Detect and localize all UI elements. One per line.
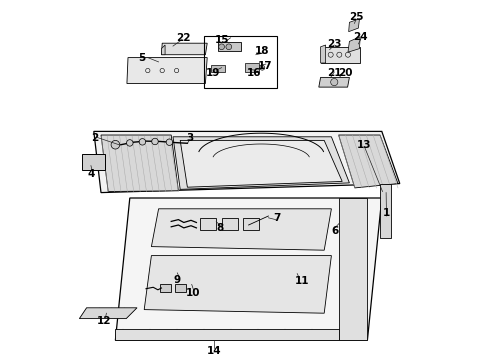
- Polygon shape: [180, 140, 342, 187]
- Text: 22: 22: [176, 33, 190, 43]
- Text: 3: 3: [187, 132, 194, 143]
- Polygon shape: [151, 209, 331, 250]
- Polygon shape: [320, 45, 326, 63]
- Text: 23: 23: [327, 39, 342, 49]
- Polygon shape: [319, 77, 349, 87]
- Bar: [221, 218, 238, 230]
- Polygon shape: [162, 45, 165, 55]
- Text: 8: 8: [216, 222, 223, 233]
- Text: 9: 9: [173, 275, 180, 285]
- Circle shape: [166, 139, 172, 145]
- Bar: [175, 284, 186, 292]
- Text: 15: 15: [214, 35, 229, 45]
- Polygon shape: [380, 184, 391, 238]
- Bar: [82, 154, 104, 170]
- Polygon shape: [79, 308, 137, 319]
- Text: 18: 18: [255, 46, 270, 56]
- Polygon shape: [144, 256, 331, 313]
- Text: 4: 4: [87, 168, 95, 179]
- Circle shape: [219, 44, 224, 50]
- Text: 25: 25: [348, 12, 363, 22]
- Text: 17: 17: [257, 60, 272, 71]
- Text: 21: 21: [327, 68, 342, 78]
- Text: 5: 5: [138, 53, 146, 63]
- Circle shape: [260, 65, 265, 70]
- Polygon shape: [218, 42, 242, 51]
- Circle shape: [111, 140, 120, 149]
- Bar: [243, 218, 259, 230]
- Circle shape: [139, 139, 146, 145]
- Text: 24: 24: [354, 32, 368, 42]
- Polygon shape: [116, 329, 339, 340]
- Polygon shape: [245, 63, 259, 72]
- Text: 12: 12: [97, 316, 111, 326]
- Polygon shape: [162, 43, 207, 55]
- Text: 14: 14: [207, 346, 221, 356]
- Polygon shape: [116, 198, 382, 340]
- Polygon shape: [173, 137, 349, 189]
- Polygon shape: [94, 131, 400, 193]
- Text: 16: 16: [247, 68, 261, 78]
- Text: 1: 1: [383, 208, 390, 218]
- Circle shape: [126, 140, 133, 146]
- Polygon shape: [348, 37, 360, 52]
- Polygon shape: [211, 65, 225, 72]
- Text: 10: 10: [186, 288, 200, 298]
- Polygon shape: [101, 135, 178, 192]
- Text: 13: 13: [357, 140, 372, 150]
- Text: 11: 11: [294, 276, 309, 286]
- Text: 19: 19: [206, 68, 220, 78]
- Circle shape: [152, 138, 158, 145]
- Bar: [160, 284, 171, 292]
- Polygon shape: [320, 47, 360, 63]
- Text: 20: 20: [338, 68, 352, 78]
- Circle shape: [226, 44, 232, 50]
- Polygon shape: [339, 135, 398, 188]
- Polygon shape: [339, 198, 368, 340]
- Bar: [204, 36, 277, 88]
- Polygon shape: [349, 19, 360, 32]
- Text: 6: 6: [331, 226, 339, 236]
- Text: 7: 7: [274, 213, 281, 223]
- Text: 2: 2: [91, 132, 98, 143]
- Circle shape: [331, 78, 338, 86]
- Bar: [200, 218, 216, 230]
- Polygon shape: [127, 58, 207, 84]
